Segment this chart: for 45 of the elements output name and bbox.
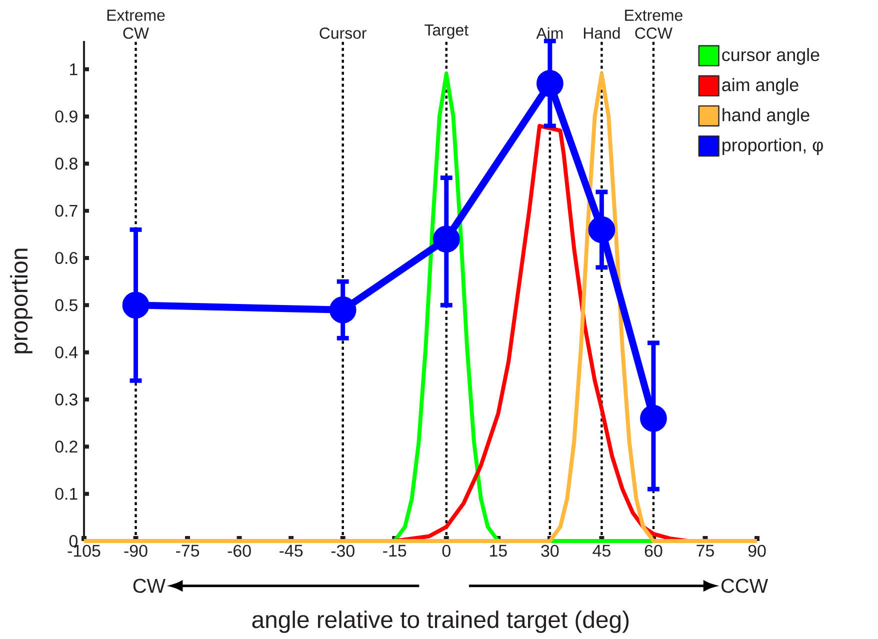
point — [432, 226, 460, 253]
point — [640, 404, 667, 432]
x-tick-label: -75 — [176, 544, 200, 557]
y-tick-label: 0.6 — [55, 252, 78, 264]
x-tick-label: 75 — [696, 544, 714, 557]
text: CCW — [722, 578, 768, 593]
ref-line-label: Target — [424, 24, 468, 39]
x-tick-label: -60 — [228, 544, 251, 557]
x-tick-label: 15 — [490, 544, 507, 557]
y-tick-label: 0.4 — [55, 346, 78, 358]
x-tick-label: 90 — [748, 544, 766, 557]
ref-line-label: Extreme CW — [107, 10, 165, 39]
y-tick-label: 0.1 — [55, 488, 78, 500]
point — [329, 296, 356, 324]
legend-label: hand angle — [722, 108, 810, 125]
y-tick-label: 0.5 — [55, 299, 78, 312]
point — [588, 216, 616, 244]
x-tick-label: 60 — [644, 544, 662, 557]
ref-line-label: Extreme CCW — [625, 10, 682, 39]
x-tick-label: -90 — [124, 544, 148, 557]
ref-line-label: Aim — [536, 27, 563, 39]
ref-line-label: Cursor — [320, 28, 366, 39]
point — [122, 292, 150, 319]
text: CW — [133, 578, 166, 593]
x-tick-label: 30 — [541, 544, 559, 557]
x-tick-label: 0 — [442, 544, 450, 557]
x-tick-label: -30 — [331, 544, 354, 557]
x-tick-label: 45 — [592, 544, 610, 557]
x-tick-label: -105 — [68, 544, 100, 557]
y-tick-label: 1 — [70, 63, 78, 76]
legend-label: aim angle — [722, 78, 798, 95]
x-tick-label: -45 — [280, 544, 303, 557]
y-tick-label: 0 — [69, 535, 78, 547]
x-tick-label: -15 — [383, 544, 406, 557]
ref-line-label: Hand — [584, 27, 620, 39]
legend-label: proportion, φ — [722, 138, 823, 155]
y-tick-label: 0.8 — [55, 158, 78, 170]
y-tick-label: 0.7 — [55, 204, 78, 217]
y-tick-label: 0.3 — [55, 393, 78, 406]
point — [536, 70, 564, 97]
y-axis-title: proportion — [10, 248, 32, 354]
x-axis-title: angle relative to trained target (deg) — [252, 610, 629, 633]
legend-label: cursor angle — [722, 48, 820, 65]
y-tick-label: 0.2 — [55, 440, 78, 453]
y-tick-label: 0.9 — [55, 110, 78, 122]
